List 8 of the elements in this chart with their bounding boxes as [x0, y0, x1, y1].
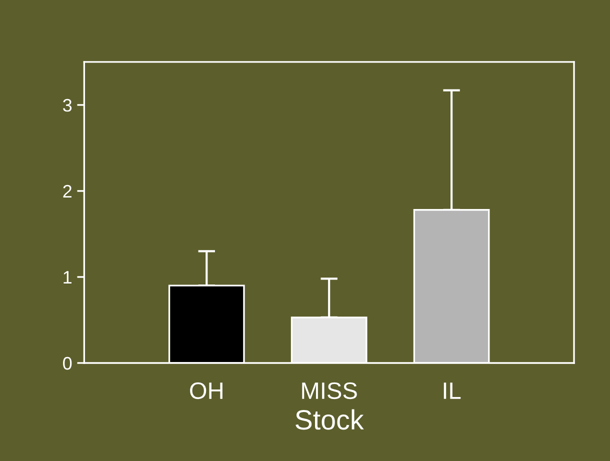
- y-tick-label: 2: [63, 184, 72, 198]
- y-tick-label: 0: [63, 356, 72, 370]
- x-tick-label: OH: [190, 382, 222, 400]
- y-tick-label: 1: [64, 271, 72, 284]
- x-tick-label: MISS: [302, 382, 357, 400]
- y-tick-label: 3: [63, 98, 72, 112]
- x-tick-label: IL: [444, 382, 461, 399]
- x-axis-title: Stock: [296, 409, 364, 430]
